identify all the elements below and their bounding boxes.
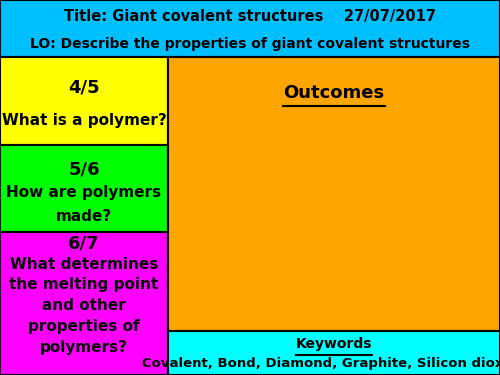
Text: What determines: What determines <box>10 257 158 272</box>
Bar <box>0 145 168 232</box>
Text: LO: Describe the properties of giant covalent structures: LO: Describe the properties of giant cov… <box>30 37 470 51</box>
Text: the melting point: the melting point <box>10 278 158 292</box>
Text: made?: made? <box>56 209 112 224</box>
Text: and other: and other <box>42 298 126 313</box>
Bar <box>168 331 500 375</box>
Bar <box>0 57 168 145</box>
Text: Outcomes: Outcomes <box>284 84 384 102</box>
Text: 6/7: 6/7 <box>68 234 100 252</box>
Bar <box>0 0 500 57</box>
Bar <box>0 232 168 375</box>
Text: How are polymers: How are polymers <box>6 185 162 200</box>
Text: 5/6: 5/6 <box>68 160 100 178</box>
Text: polymers?: polymers? <box>40 340 128 355</box>
Text: properties of: properties of <box>28 319 140 334</box>
Text: 4/5: 4/5 <box>68 78 100 96</box>
Text: Covalent, Bond, Diamond, Graphite, Silicon dioxide: Covalent, Bond, Diamond, Graphite, Silic… <box>142 357 500 370</box>
Text: Keywords: Keywords <box>296 337 372 351</box>
Text: What is a polymer?: What is a polymer? <box>2 113 166 128</box>
Bar <box>168 57 500 331</box>
Text: Title: Giant covalent structures    27/07/2017: Title: Giant covalent structures 27/07/2… <box>64 9 436 24</box>
